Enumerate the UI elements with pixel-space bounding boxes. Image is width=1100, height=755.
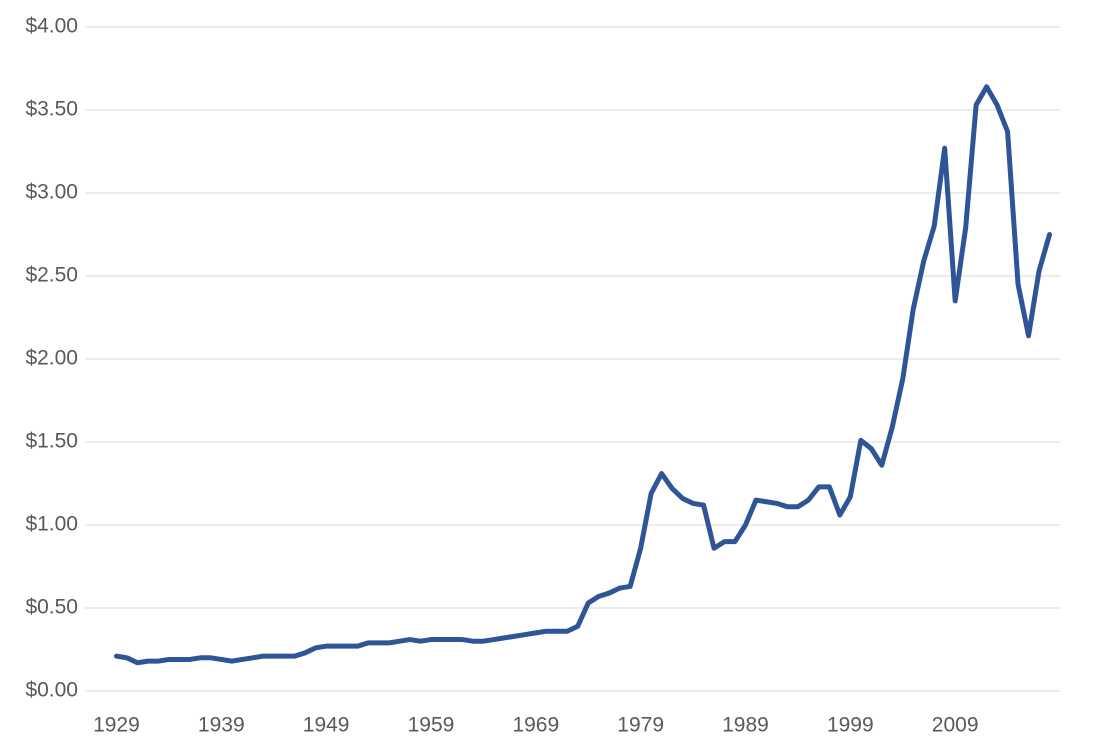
y-tick-label: $0.00 <box>25 679 78 702</box>
y-tick-label: $0.50 <box>25 596 78 619</box>
y-tick-label: $3.00 <box>25 181 78 204</box>
y-tick-label: $1.00 <box>25 513 78 536</box>
x-tick-label: 1969 <box>512 714 559 737</box>
x-tick-label: 2009 <box>932 714 979 737</box>
x-tick-label: 1989 <box>722 714 769 737</box>
y-tick-label: $3.50 <box>25 98 78 121</box>
x-tick-label: 1939 <box>198 714 245 737</box>
y-tick-label: $4.00 <box>25 15 78 38</box>
x-tick-label: 1949 <box>303 714 350 737</box>
y-tick-label: $2.00 <box>25 347 78 370</box>
y-tick-label: $1.50 <box>25 430 78 453</box>
x-tick-label: 1979 <box>617 714 664 737</box>
x-tick-label: 1929 <box>93 714 140 737</box>
data-line <box>113 84 1053 666</box>
y-tick-label: $2.50 <box>25 264 78 287</box>
x-tick-label: 1999 <box>827 714 874 737</box>
x-tick-label: 1959 <box>408 714 455 737</box>
